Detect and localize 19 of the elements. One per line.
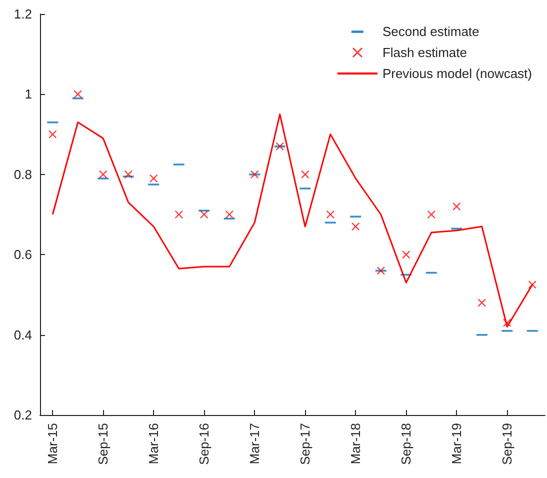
x-tick-label: Sep-16 bbox=[196, 423, 212, 465]
legend-label: Previous model (nowcast) bbox=[382, 66, 532, 81]
legend-label: Second estimate bbox=[382, 24, 480, 39]
x-tick-label: Mar-16 bbox=[146, 423, 162, 464]
y-tick-label: 1 bbox=[24, 86, 32, 102]
y-tick-label: 0.8 bbox=[14, 166, 32, 182]
y-tick-label: 1.2 bbox=[14, 6, 32, 22]
x-tick-label: Mar-18 bbox=[348, 423, 364, 464]
y-tick-label: 0.4 bbox=[14, 327, 32, 342]
x-tick-label: Sep-17 bbox=[298, 423, 313, 465]
x-tick-label: Sep-19 bbox=[500, 423, 515, 465]
x-tick-label: Mar-15 bbox=[45, 423, 60, 464]
x-tick-label: Sep-18 bbox=[398, 423, 414, 465]
x-tick-label: Mar-19 bbox=[449, 423, 464, 464]
x-tick-label: Sep-15 bbox=[96, 423, 111, 465]
y-tick-label: 0.6 bbox=[14, 247, 32, 262]
x-tick-label: Mar-17 bbox=[247, 423, 262, 464]
y-tick-label: 0.2 bbox=[14, 408, 32, 422]
legend-label: Flash estimate bbox=[382, 45, 467, 60]
